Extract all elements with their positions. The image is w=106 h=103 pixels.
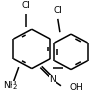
Text: NH: NH	[3, 81, 17, 90]
Text: N: N	[49, 75, 56, 84]
Text: Cl: Cl	[53, 6, 62, 15]
Text: OH: OH	[70, 83, 84, 92]
Text: 2: 2	[12, 84, 17, 90]
Text: Cl: Cl	[22, 1, 30, 10]
